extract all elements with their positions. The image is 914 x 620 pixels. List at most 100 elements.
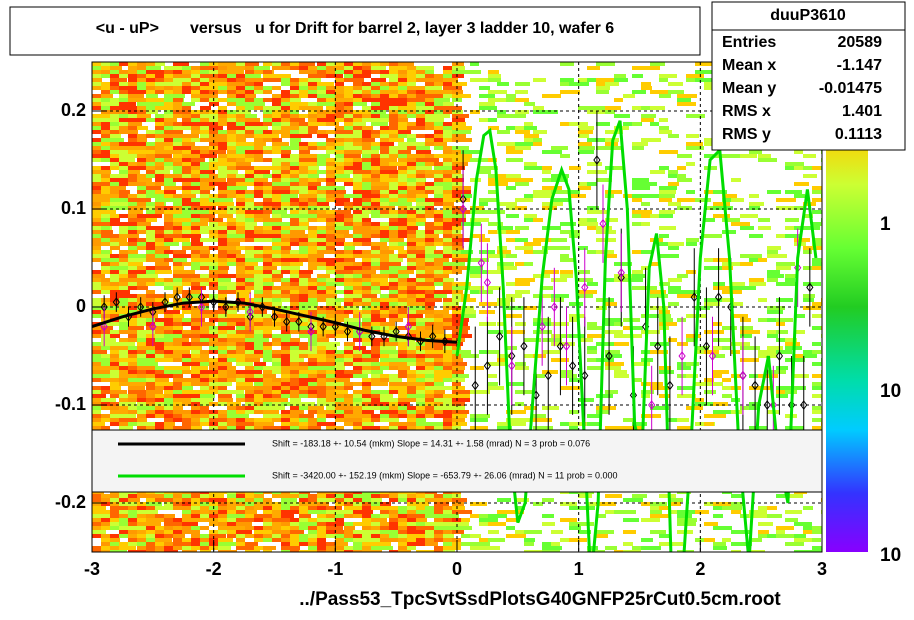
heat-texture [254,494,264,498]
heat-texture [299,206,312,210]
heat-texture [425,78,445,82]
heat-texture [425,182,438,186]
heat-texture [560,122,573,126]
heat-texture [362,350,372,354]
heat-texture [785,234,801,238]
heat-texture [236,410,248,414]
heat-texture [308,246,324,250]
heat-texture [173,194,187,198]
heat-texture [776,390,791,394]
heat-texture [452,398,470,402]
heat-texture [362,286,371,290]
heat-texture [497,354,511,358]
heat-texture [596,226,612,230]
heat-texture [452,402,465,406]
heat-texture [218,214,233,218]
heat-texture [191,210,202,214]
heat-texture [659,166,669,170]
heat-texture [434,238,444,242]
heat-texture [515,506,525,510]
heat-texture [407,318,422,322]
heat-texture [461,250,473,254]
heat-texture [353,218,362,222]
heat-texture [191,422,201,426]
heat-texture [398,390,414,394]
heat-texture [578,78,588,82]
heat-texture [110,214,125,218]
heat-texture [272,514,284,518]
heat-texture [254,294,268,298]
heat-texture [173,106,190,110]
heat-texture [371,186,390,190]
heat-texture [101,334,115,338]
heat-texture [110,122,119,126]
heat-texture [785,226,800,230]
heat-texture [515,198,533,202]
heat-texture [137,194,147,198]
heat-texture [677,98,691,102]
heat-texture [587,78,599,82]
heat-texture [272,210,287,214]
heat-texture [245,250,265,254]
heat-texture [416,178,425,182]
heat-texture [443,222,454,226]
heat-texture [587,210,607,214]
heat-texture [281,242,292,246]
heat-texture [92,286,108,290]
heat-texture [353,134,370,138]
heat-texture [434,74,448,78]
heat-texture [353,198,363,202]
heat-texture [407,258,422,262]
heat-texture [686,290,699,294]
heat-texture [101,62,118,66]
heat-texture [236,414,249,418]
heat-texture [326,346,337,350]
heat-texture [137,318,152,322]
heat-texture [281,334,291,338]
heat-texture [299,82,313,86]
heat-texture [191,514,205,518]
heat-texture [380,258,394,262]
heat-texture [173,390,189,394]
heat-texture [245,394,255,398]
heat-texture [101,238,115,242]
heat-texture [371,66,386,70]
heat-texture [434,178,444,182]
heat-texture [767,190,781,194]
heat-texture [353,194,362,198]
heat-texture [326,506,342,510]
heat-texture [704,86,717,90]
heat-texture [218,310,231,314]
heat-texture [155,298,169,302]
heat-texture [299,126,309,130]
heat-texture [191,126,206,130]
heat-texture [146,406,160,410]
heat-texture [416,210,426,214]
heat-texture [110,130,126,134]
heat-texture [101,258,114,262]
heat-texture [200,410,211,414]
heat-texture [164,398,175,402]
heat-texture [218,86,227,90]
heat-texture [416,106,436,110]
heat-texture [389,378,402,382]
heat-texture [236,270,246,274]
heat-texture [650,106,665,110]
heat-texture [308,286,322,290]
heat-texture [425,498,445,502]
heat-texture [155,90,169,94]
heat-texture [452,82,467,86]
heat-texture [308,406,324,410]
heat-texture [254,146,269,150]
heat-texture [92,238,105,242]
heat-texture [335,494,352,498]
heat-texture [362,410,374,414]
heat-texture [344,302,361,306]
heat-texture [254,346,264,350]
heat-texture [299,414,314,418]
heat-texture [560,154,570,158]
heat-texture [407,70,420,74]
heat-texture [326,298,337,302]
heat-texture [92,158,108,162]
heat-texture [110,494,122,498]
